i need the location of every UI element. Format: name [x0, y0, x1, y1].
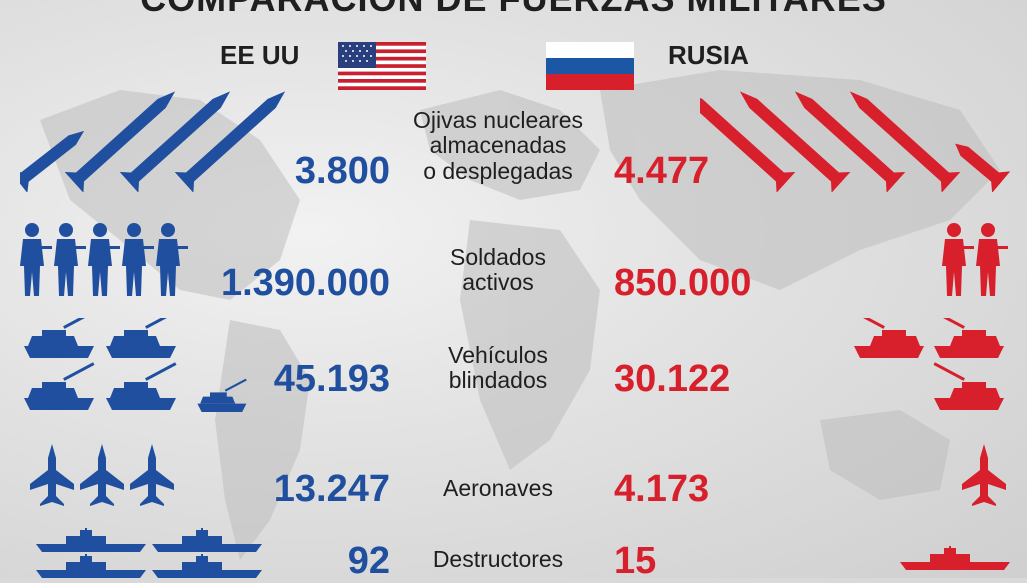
missile-icon	[64, 91, 176, 192]
label-line: activos	[462, 269, 534, 296]
soldier-icon	[88, 223, 120, 296]
russia-value-destroyers: 15	[614, 540, 657, 582]
usa-ships-group	[36, 528, 262, 578]
ship-icon	[152, 528, 262, 552]
missile-icon	[20, 130, 85, 192]
jet-icon	[30, 444, 74, 506]
usa-value-vehicles: 45.193	[273, 358, 390, 400]
missile-icon	[955, 143, 1010, 192]
usa-value-soldiers: 1.390.000	[220, 262, 390, 304]
tank-icon	[24, 318, 95, 358]
russia-value-aircraft: 4.173	[614, 468, 710, 510]
tank-icon	[853, 318, 924, 358]
usa-value-aircraft: 13.247	[273, 468, 390, 510]
russia-soldiers-group	[942, 223, 1008, 296]
label-active-soldiers: Soldados activos	[393, 244, 603, 296]
tank-icon	[24, 362, 95, 410]
label-line: Aeronaves	[443, 475, 553, 501]
tank-icon	[106, 318, 177, 358]
label-line: almacenadas	[429, 132, 567, 159]
russia-label: RUSIA	[668, 40, 749, 70]
label-nuclear-warheads: Ojivas nucleares almacenadas o desplegad…	[393, 107, 603, 184]
tank-icon	[106, 362, 177, 410]
missile-icon	[700, 91, 796, 192]
label-line: blindados	[448, 367, 548, 394]
missile-icon	[794, 91, 906, 192]
usa-missiles-group	[20, 91, 286, 192]
label-destroyers: Destructores	[393, 546, 603, 572]
label-aircraft: Aeronaves	[393, 475, 603, 501]
usa-tanks-group	[24, 318, 247, 412]
ship-icon	[152, 554, 262, 578]
russia-value-nuclear: 4.477	[614, 150, 710, 192]
ship-icon	[900, 546, 1010, 570]
russia-value-vehicles: 30.122	[614, 358, 731, 400]
usa-soldiers-group	[20, 223, 188, 296]
tank-icon	[933, 318, 1004, 358]
ship-icon	[36, 528, 146, 552]
russia-ships-group	[900, 546, 1010, 570]
label-line: o desplegadas	[423, 157, 573, 184]
ship-icon	[36, 554, 146, 578]
usa-jets-group	[30, 444, 174, 506]
usa-label: EE UU	[220, 40, 300, 70]
tank-icon	[933, 362, 1004, 410]
label-line: Soldados	[450, 244, 546, 270]
us-flag-icon	[338, 42, 426, 90]
missile-icon	[739, 91, 851, 192]
usa-value-nuclear: 3.800	[294, 150, 390, 192]
jet-icon	[962, 444, 1006, 506]
label-armored-vehicles: Vehículos blindados	[393, 342, 603, 394]
soldier-icon	[20, 223, 52, 296]
russia-missiles-group	[700, 91, 1010, 192]
label-line: Destructores	[432, 546, 564, 572]
jet-icon	[80, 444, 124, 506]
soldier-icon	[942, 223, 974, 296]
soldier-icon	[976, 223, 1008, 296]
missile-icon	[849, 91, 961, 192]
russia-value-soldiers: 850.000	[614, 262, 752, 304]
soldier-icon	[54, 223, 86, 296]
russia-flag-icon	[546, 42, 634, 90]
soldier-icon	[156, 223, 188, 296]
usa-value-destroyers: 92	[347, 540, 390, 582]
missile-icon	[174, 91, 286, 192]
jet-icon	[130, 444, 174, 506]
label-line: Ojivas nucleares	[412, 107, 584, 133]
russia-jets-group	[962, 444, 1006, 506]
label-line: Vehículos	[448, 342, 548, 368]
tank-icon	[197, 378, 247, 412]
russia-tanks-group	[853, 318, 1004, 410]
missile-icon	[119, 91, 231, 192]
infographic-title: COMPARACIÓN DE FUERZAS MILITARES	[0, 0, 1027, 20]
soldier-icon	[122, 223, 154, 296]
